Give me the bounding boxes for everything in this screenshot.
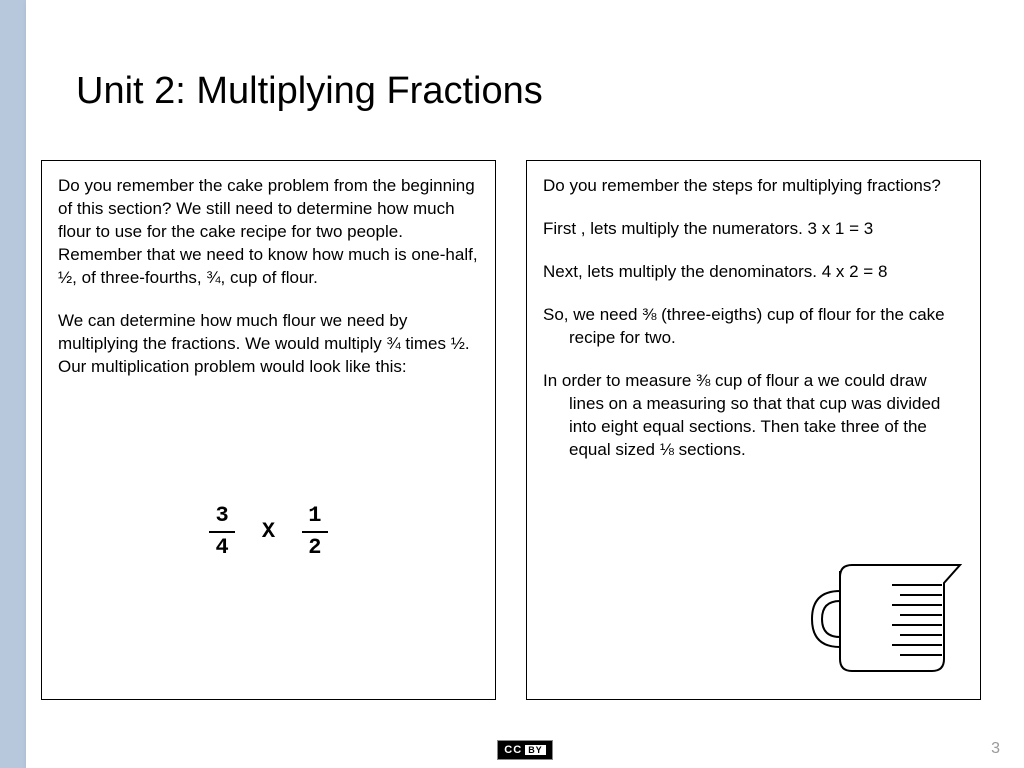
left-column: Do you remember the cake problem from th… [41,160,496,700]
cc-label: CC [504,744,522,756]
page-number: 3 [991,740,1000,758]
fraction-right-numerator: 1 [302,501,327,533]
cc-type: BY [525,745,546,755]
fraction-left-denominator: 4 [209,533,234,563]
fraction-left: 3 4 [209,501,234,562]
fraction-equation: 3 4 X 1 2 [42,501,495,562]
right-paragraph-3: Next, lets multiply the denominators. 4 … [543,261,964,284]
slide-footer: CCBY [26,740,1024,760]
slide-accent-bar [0,0,26,768]
fraction-right: 1 2 [302,501,327,562]
left-paragraph-1: Do you remember the cake problem from th… [58,175,479,290]
fraction-right-denominator: 2 [302,533,327,563]
fraction-left-numerator: 3 [209,501,234,533]
measuring-cup-icon [792,551,962,681]
right-paragraph-5: In order to measure ⅜ cup of flour a we … [543,370,964,462]
right-paragraph-2: First , lets multiply the numerators. 3 … [543,218,964,241]
multiply-symbol: X [262,517,275,547]
left-paragraph-2: We can determine how much flour we need … [58,310,479,379]
slide-title: Unit 2: Multiplying Fractions [76,70,543,113]
cc-license-icon: CCBY [497,740,552,760]
slide: Unit 2: Multiplying Fractions Do you rem… [26,0,1024,768]
right-paragraph-4: So, we need ⅜ (three-eigths) cup of flou… [543,304,964,350]
right-paragraph-1: Do you remember the steps for multiplyin… [543,175,964,198]
right-column: Do you remember the steps for multiplyin… [526,160,981,700]
